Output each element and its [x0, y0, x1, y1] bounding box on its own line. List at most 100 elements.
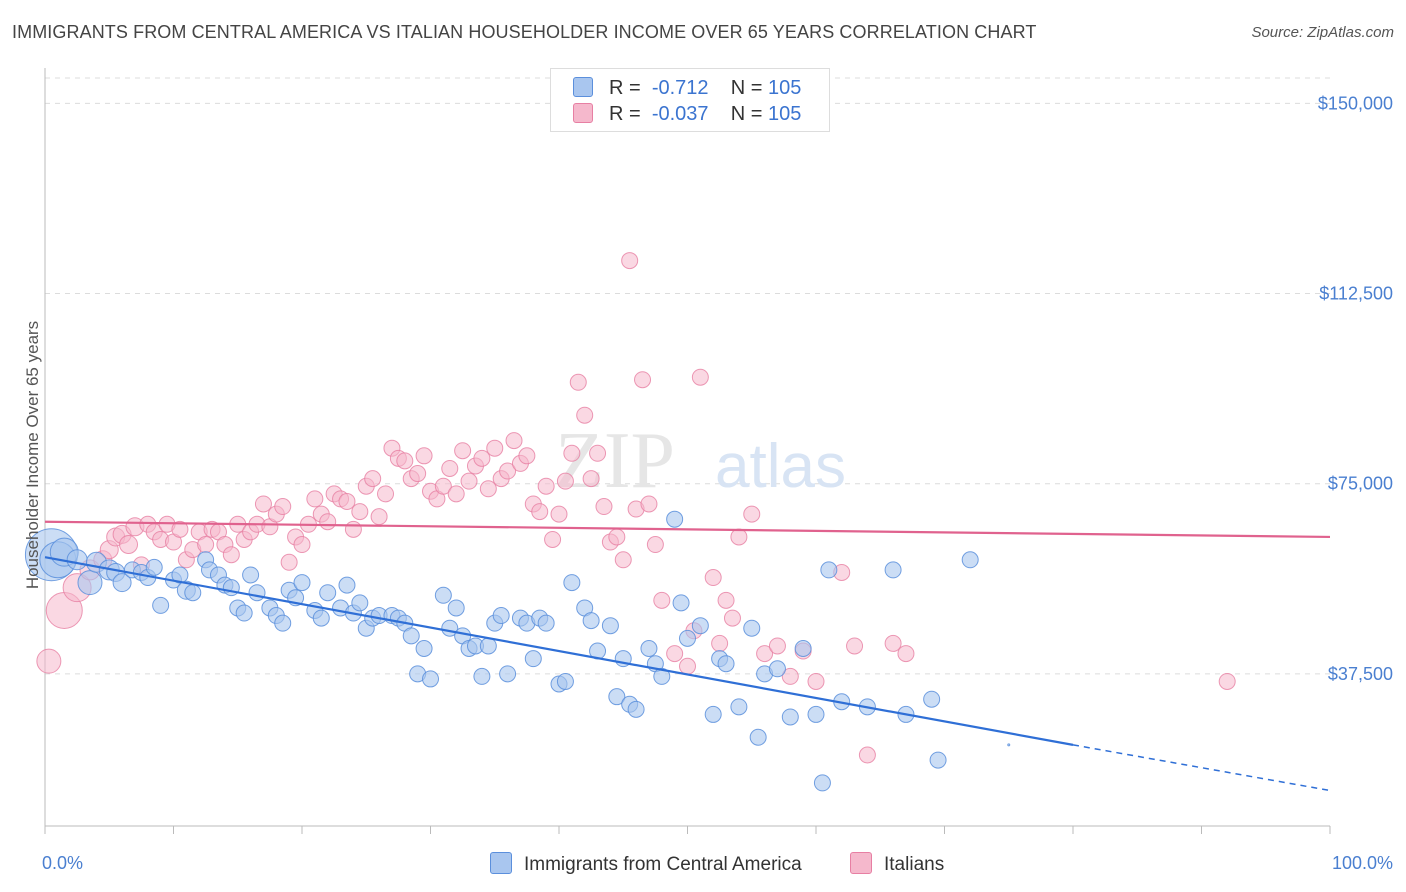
italians-point [377, 485, 395, 503]
y-tick-label: $37,500 [1328, 664, 1393, 684]
italians-point [36, 648, 62, 674]
central-america-point [434, 586, 452, 604]
central-america-point [679, 629, 696, 647]
source-label: Source: ZipAtlas.com [1251, 24, 1394, 41]
pink-swatch [573, 103, 593, 123]
italians-point [858, 746, 876, 764]
central-america-point [524, 650, 542, 668]
pink-legend-swatch [850, 852, 872, 874]
central-america-point [112, 573, 132, 593]
central-america-point [813, 774, 831, 792]
italians-point [884, 634, 902, 652]
central-america-point [929, 751, 947, 769]
central-america-point [248, 584, 266, 602]
italians-point [434, 477, 452, 495]
central-america-point [171, 566, 189, 584]
italians-point [396, 452, 414, 470]
italians-point [119, 535, 139, 555]
italians-point [743, 505, 761, 523]
n-label: N = [730, 103, 763, 125]
central-america-point [402, 627, 420, 645]
italians-point [634, 371, 652, 389]
italians-point [518, 447, 536, 465]
central-america-point [666, 510, 684, 528]
central-america-point [781, 708, 799, 726]
italians-point [415, 447, 433, 465]
y-tick-label: $112,500 [1319, 284, 1393, 304]
central-america-point [293, 574, 311, 592]
italians-point [197, 536, 215, 554]
central-america-point [807, 705, 825, 723]
x-tick-label: 0.0% [42, 853, 83, 873]
italians-point [717, 591, 735, 609]
y-tick-label: $75,000 [1328, 474, 1393, 494]
legend-row-pink: R = -0.037 N = 105 [573, 103, 801, 126]
central-america-point [672, 594, 690, 612]
italians-point [646, 536, 664, 554]
italians-point [460, 472, 478, 490]
italians-point [351, 503, 369, 521]
central-america-point [582, 612, 600, 630]
italians-point [479, 480, 497, 498]
central-america-point [961, 551, 979, 569]
italians-point [319, 513, 337, 531]
central-america-point [499, 665, 517, 683]
r-value-blue: -0.712 [651, 77, 709, 99]
n-value-pink: 105 [768, 103, 802, 125]
central-america-point [338, 576, 356, 594]
italians-point [563, 444, 581, 462]
italians-point [730, 528, 748, 546]
correlation-legend: R = -0.712 N = 105 R = -0.037 N = 105 [550, 68, 830, 132]
central-america-point [77, 570, 103, 596]
italians-point [653, 591, 671, 609]
italians-point [595, 498, 613, 516]
italians-point [550, 505, 568, 523]
central-america-point [556, 672, 574, 690]
central-america-point [923, 690, 941, 708]
italians-point [537, 477, 555, 495]
italians-point [409, 465, 427, 483]
central-america-point [351, 594, 369, 612]
italians-point [556, 472, 574, 490]
italians-point [711, 634, 729, 652]
legend-row-blue: R = -0.712 N = 105 [573, 77, 801, 100]
legend-item-italians[interactable]: Italians [850, 852, 944, 876]
italians-point [614, 551, 632, 569]
central-america-point [319, 584, 337, 602]
legend-item-central-america[interactable]: Immigrants from Central America [490, 852, 802, 876]
italians-point [486, 439, 504, 457]
italians-point [723, 609, 741, 627]
central-america-point [640, 640, 658, 658]
central-america-point [820, 561, 838, 579]
central-america-point [743, 619, 761, 637]
italians-point [441, 459, 459, 477]
n-value-blue: 105 [768, 77, 802, 99]
central-america-point [274, 614, 292, 632]
central-america-point [422, 670, 439, 688]
r-value-pink: -0.037 [651, 103, 709, 125]
central-america-point [653, 667, 671, 685]
central-america-point [415, 640, 433, 658]
central-america-point [537, 614, 555, 632]
central-america-point [704, 705, 722, 723]
central-america-point [66, 549, 88, 571]
italians-point [338, 492, 356, 510]
italians-point [306, 490, 324, 508]
italians-point [293, 536, 311, 554]
axes [44, 68, 1331, 834]
italians-points [36, 252, 1236, 764]
trend-lines [44, 520, 1331, 792]
italians-point [1218, 672, 1236, 690]
central-america-point [312, 609, 330, 627]
central-america-point [184, 584, 202, 602]
italians-point [679, 657, 696, 675]
central-america-point [235, 604, 253, 622]
blue-legend-swatch [490, 852, 512, 874]
italians-point [569, 373, 587, 391]
italians-point [454, 442, 472, 460]
central-america-point [768, 660, 786, 678]
central-america-point [242, 566, 260, 584]
italians-point [756, 645, 774, 663]
italians-point [621, 252, 639, 270]
